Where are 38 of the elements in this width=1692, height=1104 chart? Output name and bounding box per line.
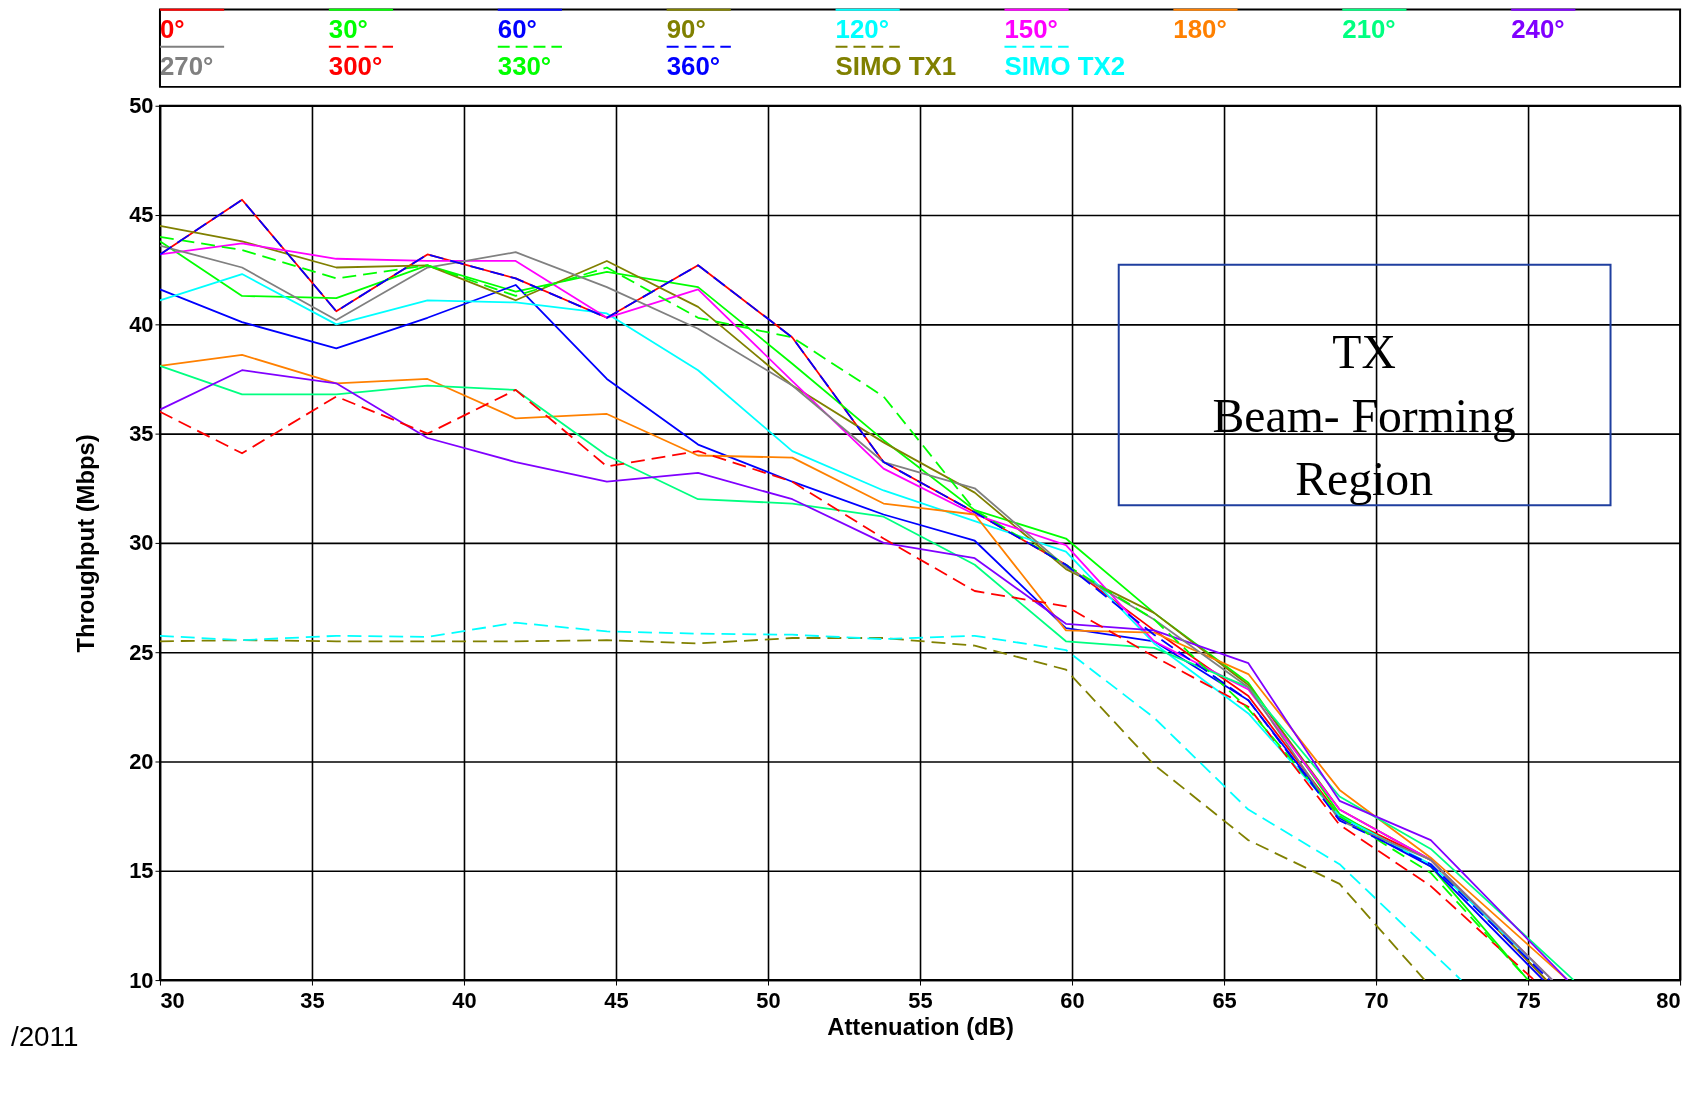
legend-label: 300° (328, 51, 383, 80)
x-axis-title: Attenuation (dB) (827, 1013, 1014, 1041)
legend-label: 0° (159, 14, 185, 43)
legend-label: SIMO TX2 (1004, 51, 1126, 80)
legend-label: 60° (497, 14, 537, 43)
x-tick-label: 80 (1656, 988, 1681, 1014)
x-tick-label: 35 (300, 988, 325, 1014)
x-tick-label: 45 (604, 988, 629, 1014)
legend-label: 270° (159, 51, 214, 80)
x-tick-label: 75 (1516, 988, 1541, 1014)
x-tick-label: 55 (908, 988, 933, 1014)
legend-label: 240° (1511, 14, 1565, 43)
x-tick-label: 50 (756, 988, 781, 1014)
x-tick-label: 40 (452, 988, 477, 1014)
y-tick-label: 50 (129, 93, 154, 119)
legend-label: 210° (1342, 14, 1396, 43)
x-tick-label: 70 (1364, 988, 1389, 1014)
legend-label: 120° (835, 14, 889, 43)
y-tick-label: 10 (129, 967, 154, 993)
y-tick-label: 30 (129, 530, 154, 556)
y-tick-label: 45 (129, 202, 154, 228)
text: /2011 (10, 1020, 79, 1052)
legend-label: 360° (666, 51, 721, 80)
legend-label: 30° (328, 14, 368, 43)
legend-label: 180° (1173, 14, 1227, 43)
y-tick-label: 20 (129, 748, 154, 774)
legend-label: 150° (1004, 14, 1058, 43)
x-tick-label: 65 (1212, 988, 1237, 1014)
y-axis-title: Throughput (Mbps) (72, 434, 100, 653)
y-tick-label: 40 (129, 311, 154, 337)
x-tick-label: 60 (1060, 988, 1085, 1014)
legend-label: SIMO TX1 (835, 51, 957, 80)
y-tick-label: 15 (129, 858, 154, 884)
y-tick-label: 35 (129, 421, 154, 447)
legend-label: 330° (497, 51, 552, 80)
y-tick-label: 25 (129, 639, 154, 665)
x-tick-label: 30 (160, 988, 185, 1014)
legend-label: 90° (666, 14, 706, 43)
